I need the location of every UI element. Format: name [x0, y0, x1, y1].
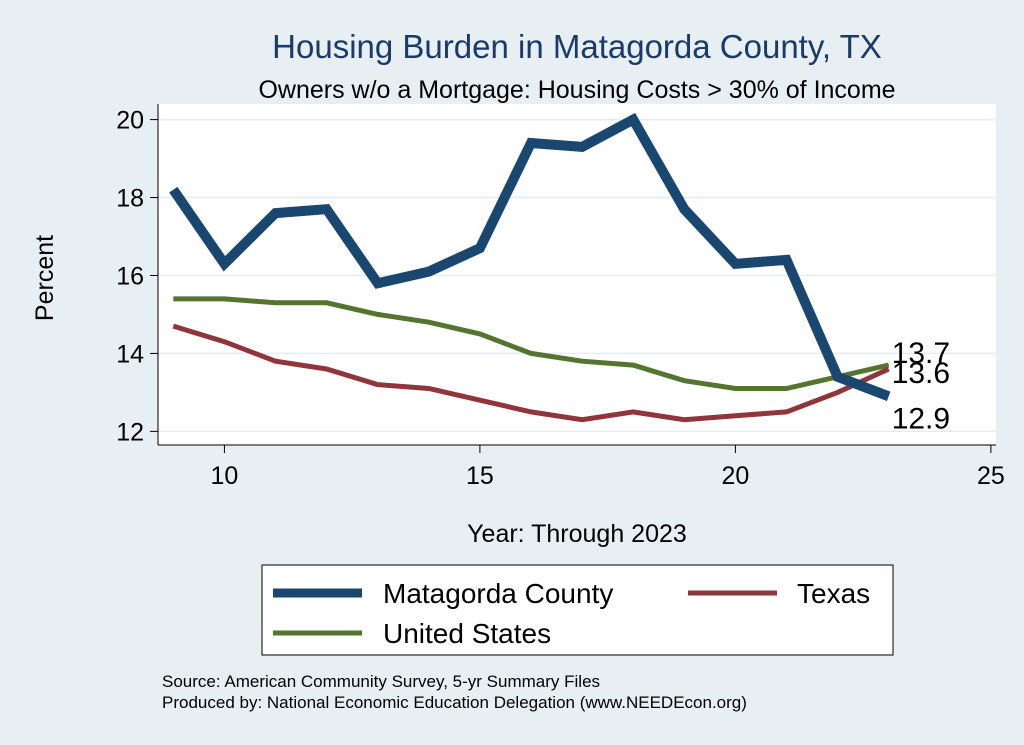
y-tick-label: 12 — [116, 418, 144, 446]
end-label-matagorda-county: 12.9 — [892, 402, 950, 435]
y-tick-label: 18 — [116, 185, 144, 213]
legend-box — [261, 564, 894, 656]
x-tick-label: 25 — [977, 462, 1005, 490]
y-tick-label: 20 — [116, 107, 144, 135]
end-label-texas: 13.6 — [892, 357, 950, 390]
x-tick-label: 10 — [211, 462, 239, 490]
grid — [158, 118, 996, 433]
end-labels: 12.9 13.613.7 — [892, 337, 950, 435]
chart-subtitle: Owners w/o a Mortgage: Housing Costs > 3… — [258, 76, 895, 104]
produced-by-note: Produced by: National Economic Education… — [162, 693, 747, 712]
y-tick-label: 16 — [116, 262, 144, 290]
series-line-united-states — [173, 296, 890, 391]
chart-title: Housing Burden in Matagorda County, TX — [272, 28, 882, 65]
series-line-texas — [172, 323, 890, 423]
source-note: Source: American Community Survey, 5-yr … — [162, 672, 600, 691]
legend-label-us: United States — [383, 618, 551, 649]
x-axis-label: Year: Through 2023 — [467, 520, 687, 548]
series-line-matagorda-county — [169, 112, 891, 401]
y-axis-label: Percent — [31, 235, 59, 321]
legend-label-matagorda: Matagorda County — [383, 578, 613, 609]
axes: 12 14 16 18 20 10 15 20 25 — [116, 104, 1005, 490]
end-label-united-states: 13.7 — [892, 337, 950, 370]
legend: Matagorda County Texas United States — [261, 564, 894, 656]
y-tick-label: 14 — [116, 340, 144, 368]
series-lines — [169, 112, 891, 423]
x-tick-label: 15 — [466, 462, 494, 490]
x-tick-label: 20 — [721, 462, 749, 490]
legend-label-texas: Texas — [797, 578, 870, 609]
